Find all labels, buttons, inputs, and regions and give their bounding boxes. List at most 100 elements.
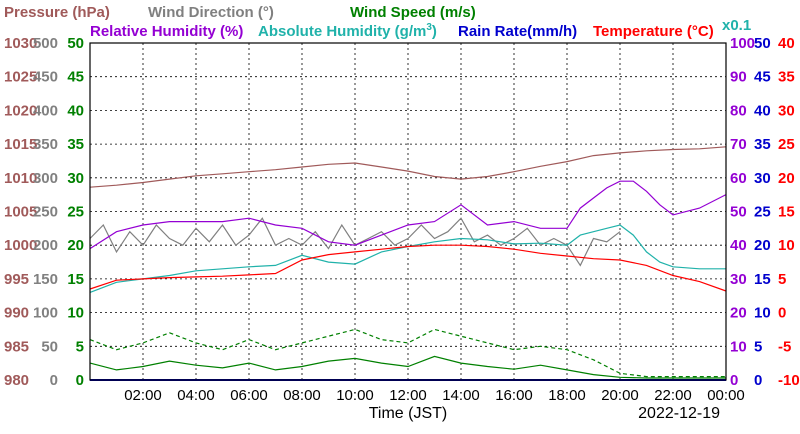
tick-label-wind-direction: 150	[33, 271, 58, 288]
tick-label-relative-humidity: 90	[730, 69, 747, 86]
tick-label-wind-direction: 0	[50, 372, 58, 389]
tick-label-rain-rate: 5	[754, 338, 762, 355]
legend-wind-direction: Wind Direction (°)	[148, 4, 274, 21]
x-tick-label: 04:00	[177, 387, 215, 404]
tick-label-temperature: 40	[778, 35, 795, 52]
tick-label-wind-speed: 35	[67, 136, 84, 153]
tick-label-wind-speed: 40	[67, 102, 84, 119]
tick-label-rain-rate: 45	[754, 69, 771, 86]
tick-label-temperature: 0	[778, 305, 786, 322]
x-tick-label: 20:00	[601, 387, 639, 404]
tick-label-rain-rate: 50	[754, 35, 771, 52]
tick-label-temperature: 20	[778, 170, 795, 187]
tick-label-pressure: 1020	[4, 102, 37, 119]
tick-label-rain-rate: 35	[754, 136, 771, 153]
tick-label-wind-speed: 20	[67, 237, 84, 254]
tick-label-relative-humidity: 0	[730, 372, 738, 389]
tick-label-wind-direction: 300	[33, 170, 58, 187]
tick-label-rain-rate: 25	[754, 204, 771, 221]
tick-label-rain-rate: 30	[754, 170, 771, 187]
tick-label-wind-direction: 350	[33, 136, 58, 153]
tick-label-pressure: 1015	[4, 136, 37, 153]
tick-label-wind-speed: 0	[76, 372, 84, 389]
tick-label-pressure: 995	[4, 271, 29, 288]
plot-frame	[89, 42, 727, 381]
tick-label-temperature: 35	[778, 69, 795, 86]
tick-label-relative-humidity: 70	[730, 136, 747, 153]
x-axis-label: Time (JST)	[369, 405, 448, 422]
tick-label-pressure: 985	[4, 338, 29, 355]
chart-date: 2022-12-19	[638, 405, 720, 422]
series-wind-speed-gust	[89, 328, 726, 378]
tick-label-wind-speed: 15	[67, 271, 84, 288]
tick-label-wind-speed: 30	[67, 170, 84, 187]
tick-label-wind-direction: 50	[41, 338, 58, 355]
x-tick-label: 08:00	[283, 387, 321, 404]
x-tick-label: 02:00	[124, 387, 162, 404]
tick-label-pressure: 1025	[4, 69, 37, 86]
tick-label-rain-rate: 10	[754, 305, 771, 322]
series-relative-humidity	[89, 180, 727, 250]
tick-label-wind-speed: 10	[67, 305, 84, 322]
tick-label-wind-speed: 5	[76, 338, 84, 355]
tick-label-temperature: 10	[778, 237, 795, 254]
tick-label-relative-humidity: 60	[730, 170, 747, 187]
tick-label-pressure: 1000	[4, 237, 37, 254]
tick-label-relative-humidity: 50	[730, 204, 747, 221]
tick-label-wind-direction: 500	[33, 35, 58, 52]
legend-wind-speed: Wind Speed (m/s)	[350, 4, 476, 21]
legend-scale-note: x0.1	[722, 17, 751, 34]
x-tick-label: 14:00	[442, 387, 480, 404]
x-axis-ticks: 02:00 04:00 06:00 08:00 10:00 12:00 14:00 16:00…	[124, 387, 745, 404]
tick-label-temperature: -5	[778, 338, 791, 355]
tick-label-wind-direction: 100	[33, 305, 58, 322]
plot-grid	[90, 43, 726, 380]
tick-label-wind-direction: 200	[33, 237, 58, 254]
x-tick-label: 16:00	[495, 387, 533, 404]
x-tick-label: 10:00	[336, 387, 374, 404]
tick-label-relative-humidity: 10	[730, 338, 747, 355]
tick-label-pressure: 1030	[4, 35, 37, 52]
tick-label-pressure: 990	[4, 305, 29, 322]
tick-label-wind-speed: 25	[67, 204, 84, 221]
tick-label-temperature: 5	[778, 271, 786, 288]
tick-label-pressure: 980	[4, 372, 29, 389]
legend-temperature: Temperature (°C)	[593, 23, 714, 40]
legend-absolute-humidity: Absolute Humidity (g/m3)	[258, 22, 437, 40]
tick-label-pressure: 1005	[4, 204, 37, 221]
x-tick-label: 18:00	[548, 387, 586, 404]
tick-label-temperature: -10	[778, 372, 800, 389]
tick-label-temperature: 15	[778, 204, 795, 221]
series-wind-speed	[89, 355, 726, 379]
tick-label-relative-humidity: 40	[730, 237, 747, 254]
tick-label-wind-direction: 400	[33, 102, 58, 119]
tick-label-wind-direction: 450	[33, 69, 58, 86]
x-tick-label: 22:00	[654, 387, 692, 404]
tick-label-relative-humidity: 30	[730, 271, 747, 288]
tick-label-relative-humidity: 80	[730, 102, 747, 119]
series-pressure	[89, 146, 727, 188]
series-absolute-humidity	[89, 224, 726, 293]
tick-label-temperature: 25	[778, 136, 795, 153]
x-tick-label: 00:00	[707, 387, 745, 404]
tick-label-rain-rate: 20	[754, 237, 771, 254]
series-lines	[89, 146, 727, 381]
tick-label-relative-humidity: 20	[730, 305, 747, 322]
legend-pressure: Pressure (hPa)	[4, 4, 110, 21]
legend-rain-rate: Rain Rate(mm/h)	[458, 23, 577, 40]
tick-label-relative-humidity: 100	[730, 35, 755, 52]
tick-label-wind-direction: 250	[33, 204, 58, 221]
x-tick-label: 06:00	[230, 387, 268, 404]
tick-label-rain-rate: 40	[754, 102, 771, 119]
series-temperature	[89, 244, 727, 292]
right-axis-ticks: 0102030405060708090100051015202530354045…	[730, 35, 800, 389]
tick-label-temperature: 30	[778, 102, 795, 119]
x-tick-label: 12:00	[389, 387, 427, 404]
tick-label-rain-rate: 0	[754, 372, 762, 389]
tick-label-wind-speed: 45	[67, 69, 84, 86]
tick-label-wind-speed: 50	[67, 35, 84, 52]
tick-label-pressure: 1010	[4, 170, 37, 187]
legend-relative-humidity: Relative Humidity (%)	[90, 23, 243, 40]
left-axis-ticks: 9809859909951000100510101015102010251030…	[4, 35, 84, 389]
